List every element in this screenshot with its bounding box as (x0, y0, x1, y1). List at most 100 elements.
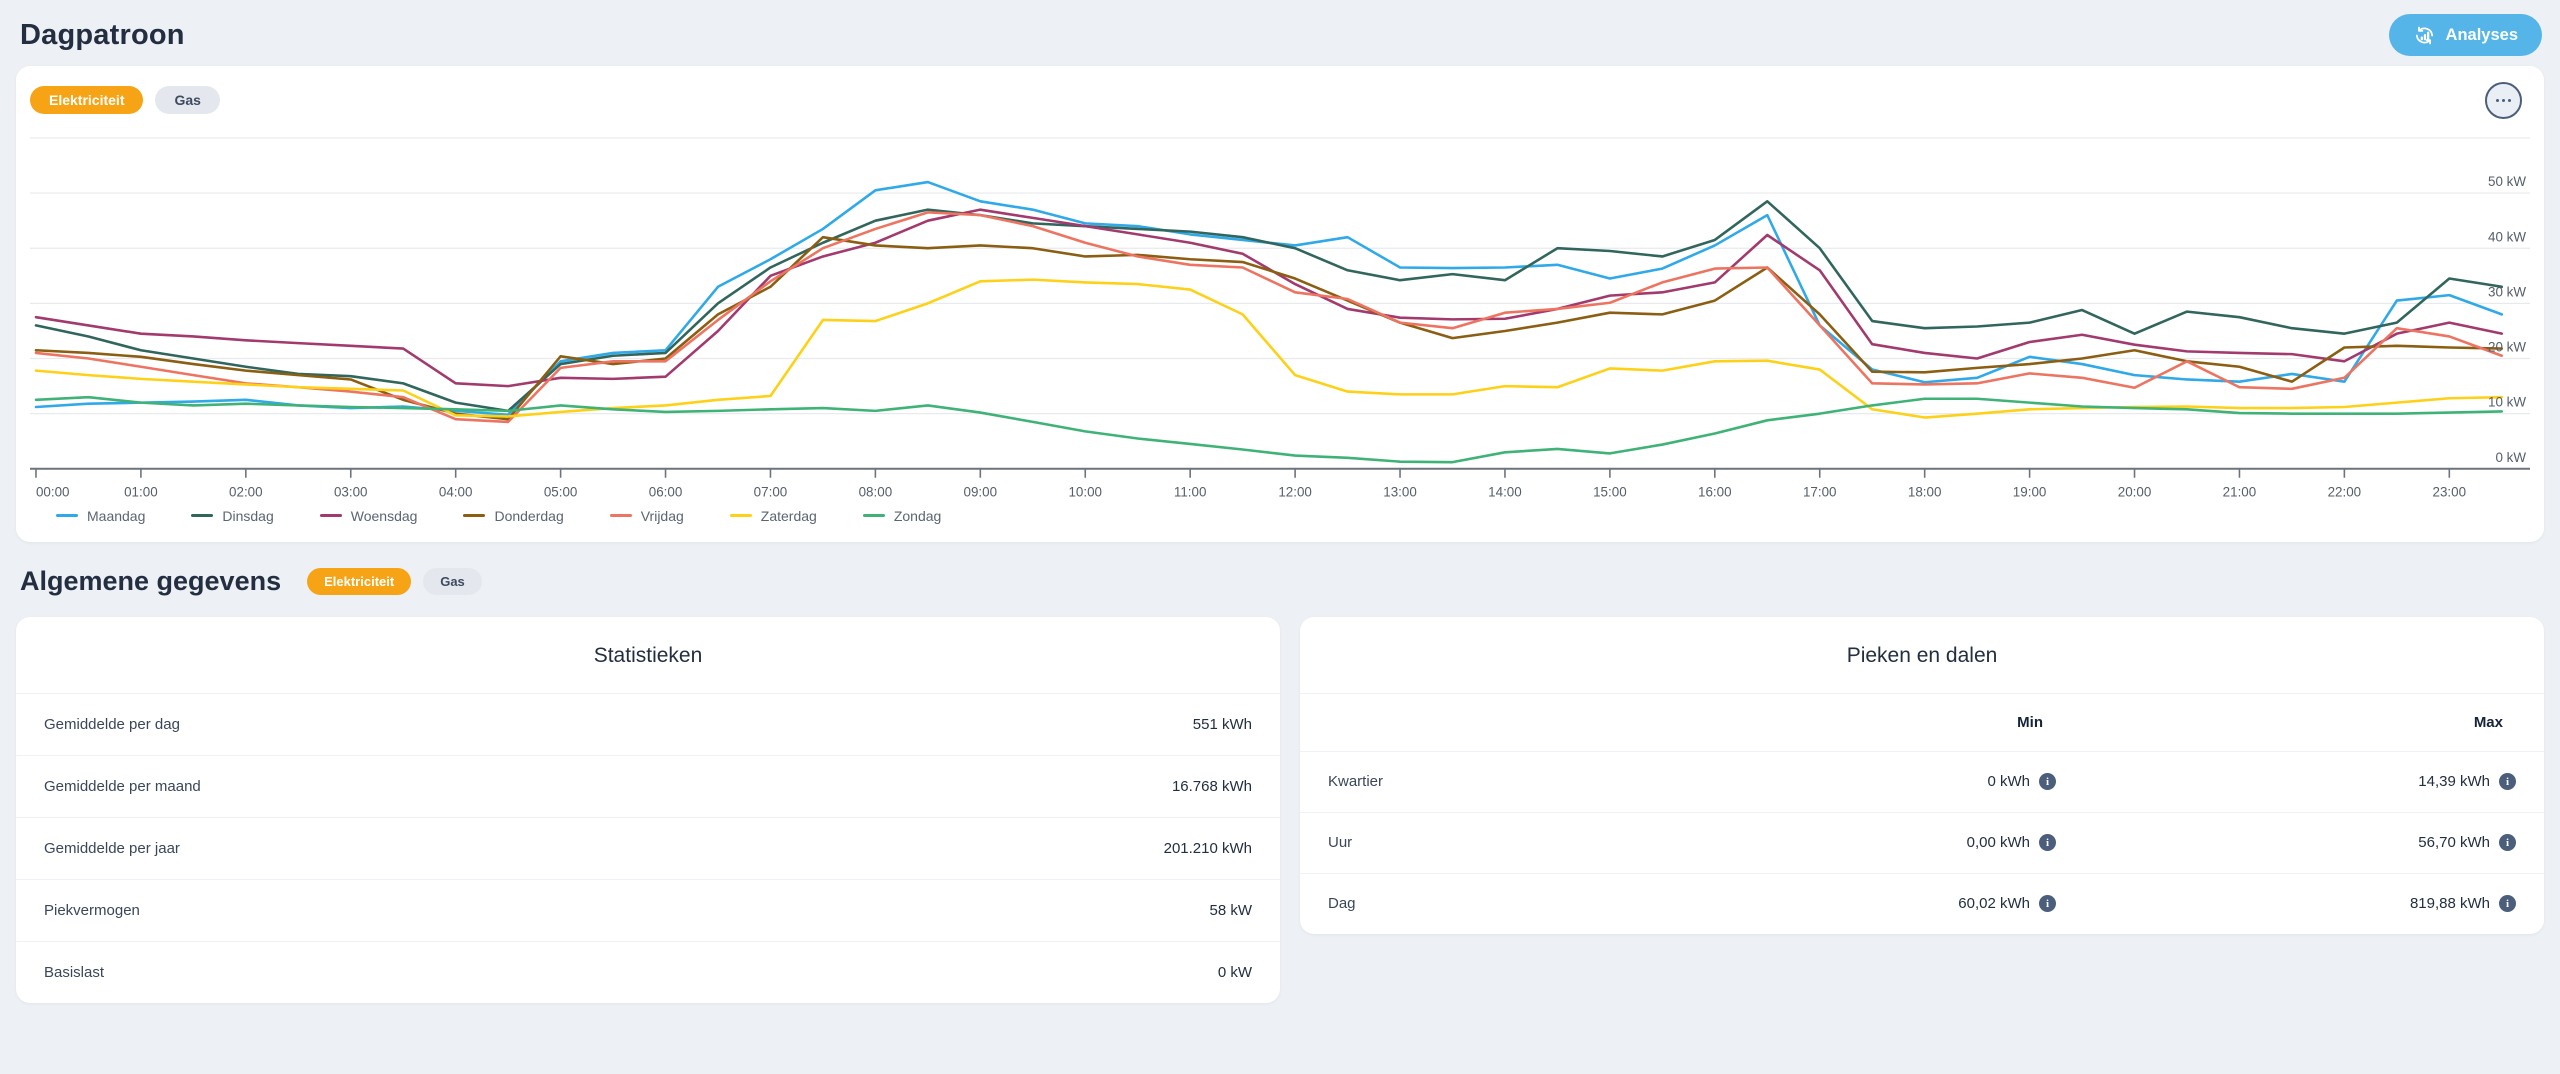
x-tick-label: 07:00 (754, 485, 788, 500)
page-root: Dagpatroon Analyses Elektriciteit Gas (16, 0, 2544, 1003)
peak-row: Dag 60,02 kWh i 819,88 kWh i (1300, 872, 2544, 934)
ellipsis-icon (2495, 98, 2500, 103)
series-line-zaterdag (34, 278, 2504, 419)
series-line-dinsdag (34, 200, 2504, 413)
toggle-gas[interactable]: Gas (155, 86, 220, 114)
toggle-elektriciteit[interactable]: Elektriciteit (30, 86, 144, 114)
peak-min-value: 0,00 kWh (1966, 834, 2030, 852)
statistics-card-title: Statistieken (593, 643, 703, 667)
stat-row: Piekvermogen 58 kW (16, 878, 1280, 941)
stat-label: Gemiddelde per jaar (44, 839, 180, 857)
day-pattern-chart-card: Elektriciteit Gas 00:00 01:00 02:00 03:00 04:… (16, 66, 2544, 542)
y-tick-label: 10 kW (2488, 395, 2526, 410)
series-line-zondag (34, 395, 2504, 464)
x-tick-label: 04:00 (439, 485, 473, 500)
peak-min-cell: 60,02 kWh i (1586, 895, 2056, 913)
x-tick-label: 03:00 (334, 485, 368, 500)
peak-min-value: 60,02 kWh (1958, 895, 2030, 913)
peaks-table-header: Min Max (1300, 692, 2544, 751)
info-icon[interactable]: i (2039, 834, 2056, 852)
peaks-card: Pieken en dalen Min Max Kwartier 0 kWh i 14… (1300, 616, 2544, 934)
legend-label: Vrijdag (640, 507, 684, 524)
analytics-refresh-icon (2413, 24, 2436, 47)
analyses-button[interactable]: Analyses (2388, 14, 2542, 56)
x-tick-label: 09:00 (964, 485, 998, 500)
top-bar: Dagpatroon Analyses (16, 0, 2544, 66)
legend-item-vrijdag[interactable]: Vrijdag (609, 507, 684, 524)
peak-min-cell: 0 kWh i (1586, 773, 2056, 791)
info-icon[interactable]: i (2039, 895, 2056, 913)
legend-item-dinsdag[interactable]: Dinsdag (191, 507, 274, 524)
stat-row: Gemiddelde per maand 16.768 kWh (16, 754, 1280, 817)
stat-row: Gemiddelde per jaar 201.210 kWh (16, 816, 1280, 879)
x-tick-label: 16:00 (1698, 485, 1732, 500)
legend-label: Zaterdag (760, 507, 817, 524)
legend-item-zondag[interactable]: Zondag (862, 507, 942, 524)
legend-label: Woensdag (350, 507, 418, 524)
x-tick-label: 08:00 (859, 485, 893, 500)
x-tick-label: 22:00 (2328, 485, 2362, 500)
x-tick-label: 23:00 (2433, 485, 2467, 500)
peaks-card-title: Pieken en dalen (1846, 643, 1998, 667)
x-tick-label: 11:00 (1174, 485, 1207, 500)
toggle-gas[interactable]: Gas (423, 567, 482, 595)
y-tick-label: 50 kW (2488, 174, 2526, 189)
x-tick-label: 05:00 (544, 485, 578, 500)
stat-value: 58 kW (1209, 901, 1252, 919)
x-tick-label: 15:00 (1593, 485, 1627, 500)
x-tick-label: 02:00 (229, 485, 263, 500)
peak-min-value: 0 kWh (1987, 773, 2030, 791)
legend-swatch-icon (319, 513, 342, 518)
stat-value: 551 kWh (1192, 715, 1252, 733)
legend-item-woensdag[interactable]: Woensdag (319, 507, 418, 524)
x-tick-label: 21:00 (2223, 485, 2257, 500)
peak-label: Dag (1328, 895, 1356, 913)
stat-label: Piekvermogen (44, 901, 140, 919)
x-tick-label: 17:00 (1803, 485, 1837, 500)
stat-label: Gemiddelde per dag (44, 715, 180, 733)
peak-row: Kwartier 0 kWh i 14,39 kWh i (1300, 750, 2544, 812)
peak-max-cell: 819,88 kWh i (2056, 895, 2516, 913)
legend-item-donderdag[interactable]: Donderdag (463, 507, 564, 524)
legend-label: Donderdag (494, 507, 564, 524)
x-tick-label: 13:00 (1383, 485, 1417, 500)
legend-item-zaterdag[interactable]: Zaterdag (729, 507, 817, 524)
general-section-title: Algemene gegevens (20, 565, 282, 596)
y-tick-label: 30 kW (2488, 284, 2526, 299)
x-tick-label: 06:00 (649, 485, 683, 500)
chart-options-button[interactable] (2485, 82, 2522, 119)
legend-swatch-icon (729, 513, 752, 518)
peak-row: Uur 0,00 kWh i 56,70 kWh i (1300, 811, 2544, 873)
legend-item-maandag[interactable]: Maandag (56, 508, 145, 524)
peak-max-value: 14,39 kWh (2418, 773, 2490, 791)
peaks-col-max: Max (2473, 713, 2503, 731)
legend-label: Zondag (893, 507, 942, 524)
x-tick-label: 10:00 (1068, 485, 1102, 500)
info-icon[interactable]: i (2499, 834, 2516, 852)
x-tick-label: 20:00 (2118, 485, 2152, 500)
peak-max-cell: 56,70 kWh i (2056, 834, 2516, 852)
legend-swatch-icon (191, 513, 214, 518)
general-energy-type-toggles: Elektriciteit Gas (307, 567, 482, 595)
legend-label: Dinsdag (222, 507, 274, 524)
series-line-woensdag (34, 208, 2504, 388)
peak-max-cell: 14,39 kWh i (2056, 773, 2516, 791)
peak-label: Kwartier (1328, 773, 1384, 791)
legend-swatch-icon (862, 513, 885, 518)
legend-swatch-icon (56, 513, 78, 518)
toggle-elektriciteit[interactable]: Elektriciteit (307, 567, 412, 595)
peaks-rows: Kwartier 0 kWh i 14,39 kWh i Uur 0,00 kWh i 56,7… (1300, 750, 2544, 934)
series-line-vrijdag (34, 211, 2504, 424)
stat-label: Gemiddelde per maand (44, 777, 201, 795)
info-icon[interactable]: i (2499, 895, 2516, 913)
x-tick-label: 12:00 (1278, 485, 1312, 500)
day-pattern-line-chart: 00:00 01:00 02:00 03:00 04:00 05:00 06:00 07:00… (30, 137, 2530, 500)
info-icon[interactable]: i (2039, 773, 2056, 791)
stat-label: Basislast (44, 963, 105, 981)
stat-value: 201.210 kWh (1163, 839, 1252, 857)
page-title: Dagpatroon (20, 18, 185, 51)
legend-label: Maandag (87, 507, 146, 524)
info-icon[interactable]: i (2499, 773, 2516, 791)
legend-swatch-icon (609, 513, 632, 518)
analyses-button-label: Analyses (2445, 25, 2518, 44)
